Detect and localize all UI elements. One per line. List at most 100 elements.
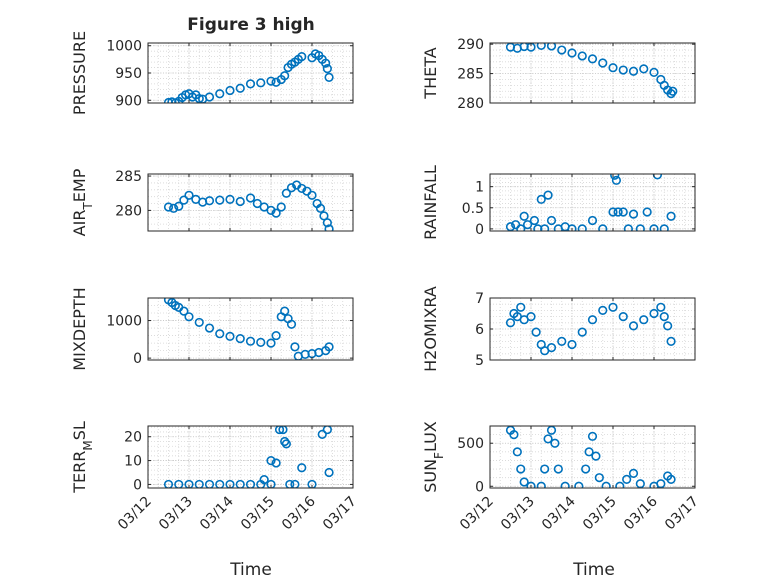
y-axis-label: MIXDEPTH [70, 287, 89, 370]
data-point [245, 79, 256, 89]
data-point [531, 327, 541, 337]
data-point [656, 302, 666, 312]
data-point [587, 215, 598, 226]
data-point [642, 207, 652, 217]
data-point [297, 463, 307, 473]
data-point [271, 330, 281, 341]
data-point [256, 337, 266, 347]
data-point [290, 342, 300, 352]
data-point [286, 183, 297, 193]
data-point [278, 426, 288, 435]
axes-box [147, 173, 354, 232]
data-point [581, 464, 591, 474]
data-point [615, 481, 625, 488]
data-point [663, 321, 673, 331]
data-point [225, 194, 235, 205]
x-tick-label: 03/15 [580, 494, 620, 534]
data-point [184, 312, 194, 322]
data-point [656, 479, 666, 488]
data-point [610, 174, 620, 180]
data-point [215, 329, 225, 339]
x-tick-label: 03/14 [539, 493, 579, 533]
data-point [536, 481, 546, 488]
data-point [266, 338, 276, 348]
y-tick-label: 280 [115, 203, 142, 219]
data-point [280, 71, 290, 81]
data-point [567, 339, 577, 350]
data-series [505, 174, 676, 231]
data-point [536, 194, 546, 204]
data-point [163, 479, 174, 488]
data-point [266, 479, 276, 488]
data-point [322, 64, 332, 74]
data-point [567, 48, 577, 58]
y-tick-label: 10 [124, 454, 142, 470]
data-point [315, 203, 326, 213]
data-point [280, 436, 290, 447]
data-point [516, 224, 526, 231]
data-point [225, 479, 235, 488]
subplot-theta: 280 285 290 THETA [421, 37, 696, 112]
data-point [536, 43, 546, 50]
data-point [529, 215, 540, 226]
data-point [225, 85, 235, 96]
data-point [628, 468, 639, 478]
data-point [608, 302, 618, 312]
y-tick-label: 1000 [106, 39, 142, 55]
data-point [276, 202, 286, 212]
y-tick-label: 5 [475, 353, 484, 369]
y-axis-label: AIRTEMP [70, 168, 95, 236]
y-axis-label: RAINFALL [421, 165, 440, 240]
y-tick-label: 0 [133, 477, 142, 493]
data-point [235, 83, 245, 93]
data-point [587, 54, 598, 64]
data-point [649, 308, 659, 319]
data-point [516, 302, 526, 312]
y-tick-label: 20 [124, 430, 142, 446]
data-point [505, 318, 516, 328]
y-axis-label: H2OMIXRA [421, 286, 440, 372]
data-point [235, 479, 245, 488]
subplot-h2omixra: 5 6 7 H2OMIXRA [421, 286, 696, 372]
data-point [526, 481, 536, 488]
x-axis-label-left: Time [229, 560, 272, 580]
data-point [584, 447, 594, 457]
data-point [297, 52, 307, 62]
data-point [204, 92, 215, 102]
data-point [324, 467, 334, 478]
data-point [259, 475, 269, 485]
y-tick-label: 7 [475, 291, 484, 307]
data-series [505, 43, 678, 99]
data-point [194, 317, 204, 328]
y-tick-label: 900 [115, 93, 142, 109]
data-point [546, 343, 557, 353]
y-tick-label: 6 [475, 322, 484, 338]
x-tick-label: 03/13 [156, 494, 196, 534]
x-tick-label: 03/16 [621, 493, 661, 533]
data-point [618, 207, 628, 217]
data-point [215, 195, 225, 205]
data-point [266, 76, 276, 86]
data-point [598, 224, 608, 231]
data-point [245, 336, 256, 346]
y-tick-label: 0 [475, 479, 484, 495]
data-point [543, 434, 553, 444]
data-point [322, 426, 332, 435]
x-tick-label: 03/13 [498, 494, 538, 534]
data-point [608, 207, 618, 217]
data-point [557, 336, 567, 347]
data-point [659, 312, 669, 322]
x-tick-label: 03/14 [197, 493, 237, 533]
data-point [174, 479, 184, 488]
x-tick-label: 03/15 [238, 494, 278, 534]
data-point [628, 321, 639, 331]
data-point [546, 43, 557, 51]
x-tick-label: 03/12 [457, 494, 497, 534]
axes-box [147, 297, 354, 361]
data-point [628, 66, 639, 76]
data-point [274, 426, 285, 435]
y-tick-label: 0 [475, 222, 484, 238]
data-point [577, 224, 587, 231]
data-point [611, 175, 622, 185]
